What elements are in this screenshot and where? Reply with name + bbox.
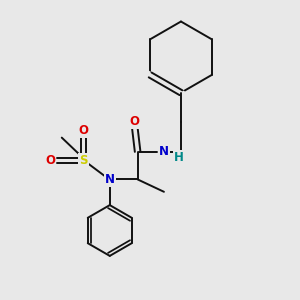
Text: O: O <box>45 154 55 167</box>
Text: N: N <box>105 173 115 186</box>
Text: S: S <box>79 154 88 167</box>
Text: H: H <box>173 151 183 164</box>
Text: O: O <box>78 124 88 137</box>
Text: N: N <box>159 145 169 158</box>
Text: O: O <box>130 115 140 128</box>
